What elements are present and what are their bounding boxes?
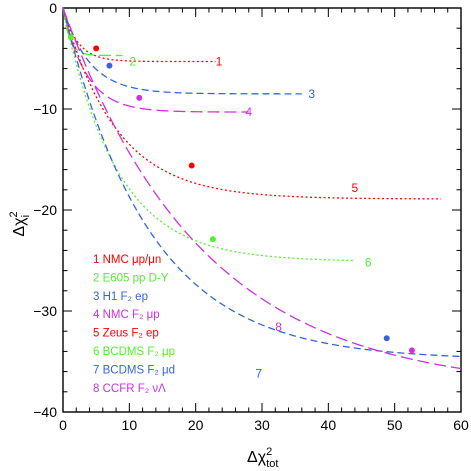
series-curves — [62, 7, 462, 370]
axis-titles: Δχ2 tot Δχ2i — [8, 211, 278, 470]
x-tick-label: 30 — [254, 417, 270, 433]
series-line-7 — [62, 7, 462, 358]
legend-entry-3: 3 H1 F₂ ep — [93, 291, 148, 303]
x-tick-label: 60 — [453, 417, 469, 433]
curve-label-1: 1 — [216, 55, 223, 69]
legend-entry-7: 7 BCDMS F₂ μd — [93, 364, 175, 376]
x-axis-title: Δχ2 tot — [247, 446, 278, 470]
series-marker-1 — [93, 45, 100, 52]
curve-label-6: 6 — [365, 256, 372, 270]
y-tick-label: 0 — [49, 0, 57, 16]
y-tick-label: −10 — [33, 101, 57, 117]
curve-label-8: 8 — [275, 320, 282, 334]
curve-label-2: 2 — [129, 55, 136, 69]
legend-entry-6: 6 BCDMS F₂ μp — [93, 346, 175, 358]
series-line-3 — [62, 7, 302, 95]
series-marker-7 — [383, 335, 390, 342]
series-line-8 — [62, 7, 462, 370]
series-line-6 — [62, 7, 355, 262]
legend-entry-8: 8 CCFR F₂ νΛ — [93, 383, 166, 395]
x-tick-label: 40 — [321, 417, 337, 433]
x-tick-label: 10 — [122, 417, 138, 433]
x-tick-label: 50 — [387, 417, 403, 433]
y-axis-title: Δχ2i — [8, 211, 32, 236]
series-marker-4 — [136, 94, 143, 101]
series-markers — [67, 34, 415, 354]
curve-label-3: 3 — [308, 87, 315, 101]
series-marker-8 — [408, 347, 415, 354]
legend-entry-5: 5 Zeus F₂ ep — [93, 328, 159, 340]
curve-label-4: 4 — [245, 105, 252, 119]
x-tick-label: 0 — [59, 417, 67, 433]
y-tick-label: −30 — [33, 303, 57, 319]
curve-label-5: 5 — [352, 181, 359, 195]
legend: 1 NMC μp/μn 2 E605 pp D-Y 3 H1 F₂ ep 4 NMC … — [93, 254, 175, 395]
curve-labels: 1 2 3 4 5 6 7 8 — [129, 55, 371, 381]
legend-entry-4: 4 NMC F₂ μp — [93, 309, 160, 321]
legend-entry-1: 1 NMC μp/μn — [93, 254, 161, 266]
series-line-4 — [62, 7, 249, 113]
y-tick-label: −40 — [33, 404, 57, 420]
x-tick-label: 20 — [188, 417, 204, 433]
series-marker-6 — [209, 236, 216, 243]
y-tick-label: −20 — [33, 202, 57, 218]
axis-ticks: 0 10 20 30 40 50 60 0 −10 −20 −30 −40 — [33, 0, 469, 433]
curve-label-7: 7 — [255, 367, 262, 381]
series-marker-2 — [67, 34, 74, 41]
legend-entry-2: 2 E605 pp D-Y — [93, 272, 169, 284]
series-line-5 — [62, 7, 442, 200]
series-marker-5 — [188, 162, 195, 169]
series-marker-3 — [106, 62, 113, 69]
series-line-1 — [62, 7, 216, 63]
